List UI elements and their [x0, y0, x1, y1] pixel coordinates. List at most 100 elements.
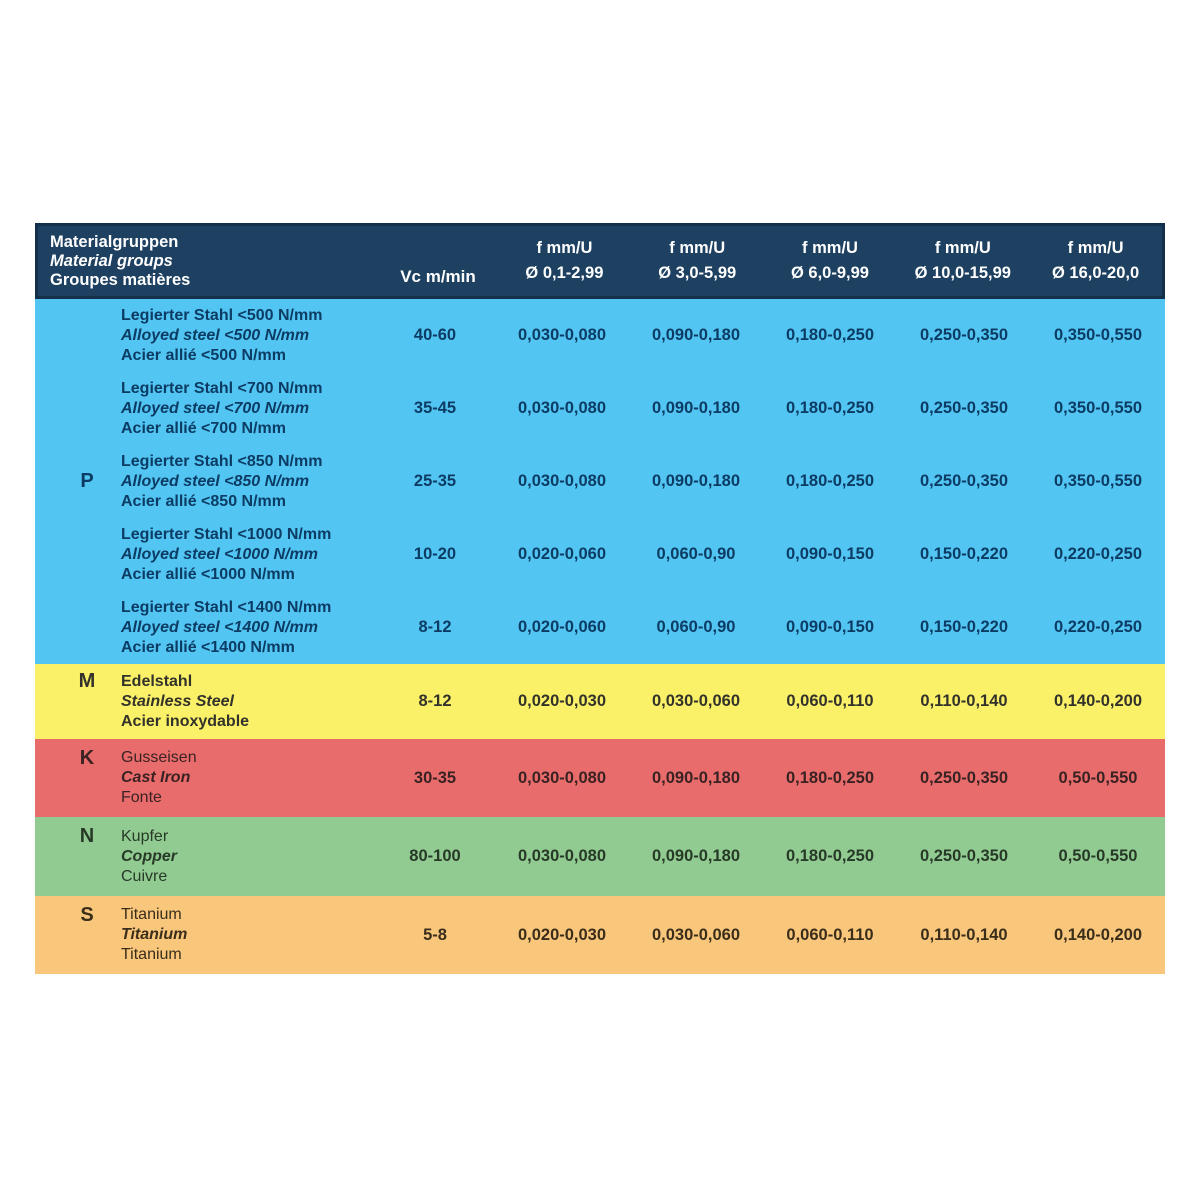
table-header: Materialgruppen Material groups Groupes … [35, 223, 1165, 299]
material-name-en: Stainless Steel [121, 692, 234, 710]
feed-value: 0,110-0,140 [920, 692, 1008, 710]
material-row: Edelstahl Stainless Steel Acier inoxydable… [115, 664, 1165, 739]
material-name-fr: Acier allié <500 N/mm [121, 346, 286, 364]
feed-value: 0,020-0,030 [517, 925, 607, 944]
material-name-de: Titanium [121, 906, 182, 923]
feed-column-header-4: f mm/U Ø 10,0-15,99 [896, 226, 1029, 296]
vc-value: 5-8 [423, 925, 447, 944]
material-row: Legierter Stahl <1000 N/mm Alloyed steel … [115, 518, 1165, 591]
feed-value: 0,180-0,250 [785, 326, 875, 344]
feed-value: 0,060-0,110 [786, 925, 874, 944]
group-letter-cell: S [35, 896, 115, 974]
diameter-range-label: Ø 10,0-15,99 [914, 264, 1011, 282]
feed-value: 0,50-0,550 [1058, 847, 1138, 865]
feed-value: 0,090-0,180 [651, 768, 741, 787]
feed-value: 0,110-0,140 [920, 925, 1008, 944]
material-name-en: Alloyed steel <1400 N/mm [121, 618, 318, 636]
material-row: Legierter Stahl <850 N/mm Alloyed steel <… [115, 445, 1165, 518]
material-name-fr: Acier allié <1400 N/mm [121, 638, 295, 656]
feed-unit-label: f mm/U [934, 239, 991, 257]
feed-unit-label: f mm/U [669, 239, 726, 257]
header-title: Materialgruppen Material groups Groupes … [38, 226, 378, 296]
feed-value: 0,090-0,180 [651, 847, 741, 865]
feed-value: 0,250-0,350 [919, 399, 1009, 417]
material-row: Legierter Stahl <1400 N/mm Alloyed steel … [115, 591, 1165, 664]
feed-value: 0,180-0,250 [785, 399, 875, 417]
material-row: Titanium Titanium Titanium 5-8 0,020-0,030 0,… [115, 896, 1165, 974]
feed-column-header-3: f mm/U Ø 6,0-9,99 [764, 226, 897, 296]
feed-value: 0,030-0,080 [517, 768, 607, 787]
feed-value: 0,250-0,350 [919, 847, 1009, 865]
material-name-de: Legierter Stahl <1400 N/mm [121, 598, 332, 616]
material-row: Legierter Stahl <500 N/mm Alloyed steel <… [115, 299, 1165, 372]
vc-value: 80-100 [409, 847, 461, 865]
vc-value: 25-35 [413, 472, 457, 490]
feed-value: 0,180-0,250 [785, 768, 875, 787]
vc-column-header: Vc m/min [400, 267, 476, 286]
material-names: Titanium Titanium Titanium [115, 905, 375, 965]
material-name-de: Gusseisen [121, 749, 197, 766]
header-title-fr: Groupes matières [50, 270, 191, 289]
material-row: Gusseisen Cast Iron Fonte 30-35 0,030-0,080 0… [115, 739, 1165, 817]
material-name-de: Legierter Stahl <850 N/mm [121, 452, 323, 470]
feed-unit-label: f mm/U [536, 239, 593, 257]
header-title-en: Material groups [50, 251, 173, 270]
material-name-en: Alloyed steel <700 N/mm [121, 399, 310, 417]
feed-value: 0,060-0,90 [656, 545, 736, 563]
group-letter-cell: K [35, 739, 115, 817]
material-name-de: Kupfer [121, 827, 169, 845]
group-letter-cell: P [35, 299, 115, 664]
diameter-range-label: Ø 16,0-20,0 [1052, 264, 1140, 282]
material-names: Gusseisen Cast Iron Fonte [115, 748, 375, 808]
material-name-fr: Acier allié <850 N/mm [121, 492, 286, 510]
header-title-de: Materialgruppen [50, 232, 179, 251]
vc-value: 10-20 [413, 545, 457, 563]
feed-value: 0,350-0,550 [1053, 472, 1143, 490]
material-name-fr: Acier inoxydable [121, 712, 250, 730]
feed-value: 0,090-0,180 [651, 472, 741, 490]
feed-value: 0,090-0,150 [785, 618, 875, 636]
material-names: Legierter Stahl <500 N/mm Alloyed steel <… [115, 306, 375, 366]
feed-value: 0,020-0,030 [517, 692, 607, 710]
feed-column-header-5: f mm/U Ø 16,0-20,0 [1029, 226, 1162, 296]
group-letter: P [80, 470, 94, 492]
feed-value: 0,030-0,080 [517, 472, 607, 490]
vc-value: 8-12 [418, 692, 452, 710]
group-section-k: K Gusseisen Cast Iron Fonte 30-35 0,030-0,080… [35, 739, 1165, 817]
feed-value: 0,150-0,220 [919, 545, 1009, 563]
feed-value: 0,090-0,150 [785, 545, 875, 563]
material-names: Legierter Stahl <700 N/mm Alloyed steel <… [115, 379, 375, 439]
group-rows: Legierter Stahl <500 N/mm Alloyed steel <… [115, 299, 1165, 664]
feed-value: 0,140-0,200 [1053, 692, 1143, 710]
feed-value: 0,250-0,350 [919, 768, 1009, 787]
feed-value: 0,090-0,180 [651, 399, 741, 417]
feed-value: 0,50-0,550 [1058, 768, 1138, 787]
material-names: Legierter Stahl <1400 N/mm Alloyed steel … [115, 598, 375, 658]
group-section-n: N Kupfer Copper Cuivre 80-100 0,030-0,080 0,09… [35, 817, 1165, 896]
feed-value: 0,140-0,200 [1053, 925, 1143, 944]
group-section-p: P Legierter Stahl <500 N/mm Alloyed steel … [35, 299, 1165, 664]
feed-value: 0,180-0,250 [785, 847, 875, 865]
feed-value: 0,020-0,060 [517, 618, 607, 636]
material-row: Kupfer Copper Cuivre 80-100 0,030-0,080 0,090… [115, 817, 1165, 896]
material-name-en: Alloyed steel <500 N/mm [121, 326, 310, 344]
vc-value: 30-35 [413, 768, 457, 787]
vc-value: 40-60 [413, 326, 457, 344]
feed-value: 0,090-0,180 [651, 326, 741, 344]
feed-value: 0,060-0,110 [786, 692, 874, 710]
material-name-fr: Acier allié <700 N/mm [121, 419, 286, 437]
feed-value: 0,030-0,060 [651, 692, 741, 710]
material-name-fr: Cuivre [121, 867, 168, 885]
material-row: Legierter Stahl <700 N/mm Alloyed steel <… [115, 372, 1165, 445]
material-name-en: Cast Iron [121, 769, 191, 786]
feed-column-header-1: f mm/U Ø 0,1-2,99 [498, 226, 631, 296]
group-letter-cell: N [35, 817, 115, 896]
materials-feed-table: Materialgruppen Material groups Groupes … [35, 223, 1165, 974]
group-section-m: M Edelstahl Stainless Steel Acier inoxydabl… [35, 664, 1165, 739]
feed-value: 0,180-0,250 [785, 472, 875, 490]
material-name-en: Alloyed steel <1000 N/mm [121, 545, 318, 563]
feed-value: 0,030-0,080 [517, 399, 607, 417]
group-letter: M [78, 670, 96, 692]
material-names: Legierter Stahl <1000 N/mm Alloyed steel … [115, 525, 375, 585]
material-name-en: Titanium [121, 926, 188, 943]
